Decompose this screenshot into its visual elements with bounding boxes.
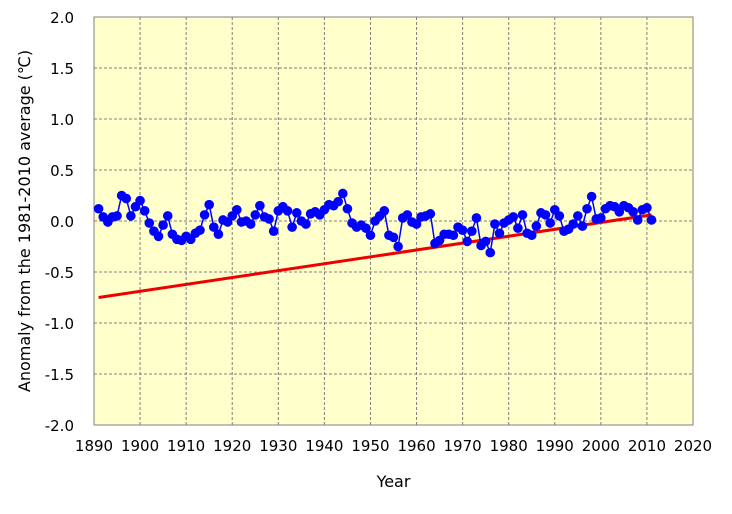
data-point [393,241,403,252]
data-point [642,202,652,213]
data-point [255,200,265,211]
data-point [282,206,293,216]
data-point [531,221,542,231]
y-axis-ticks: -2.0 -1.5 -1.0 -0.5 0.0 0.5 1.0 1.5 2.0 [45,9,74,435]
data-point [471,213,482,223]
data-point [135,195,145,206]
data-point [573,211,583,221]
data-point [402,210,413,220]
x-tick-label: 1920 [213,437,251,455]
data-point [268,226,279,236]
data-point [632,215,643,225]
x-tick-label: 1940 [305,437,343,455]
data-point [540,210,551,220]
data-point [93,203,104,214]
data-point [411,219,422,229]
data-point [379,206,390,216]
data-point [577,221,588,231]
y-tick-label: 0.5 [50,162,74,180]
x-tick-label: 1990 [536,437,574,455]
data-point [245,219,256,229]
data-point [139,206,150,216]
x-axis-label: Year [376,472,411,491]
data-point [596,213,606,223]
data-point [568,219,578,229]
data-point [162,211,173,221]
y-tick-label: 1.5 [50,60,74,78]
trend-series [98,213,652,299]
y-tick-label: -1.5 [45,366,74,384]
data-point [517,210,528,220]
data-point [485,247,496,258]
anomaly-series [93,188,657,258]
x-tick-label: 1910 [167,437,205,455]
data-point [144,218,155,228]
data-point [126,211,136,221]
data-point [365,230,376,241]
data-point [287,222,297,232]
y-tick-label: -0.5 [45,264,74,282]
data-point [494,228,505,239]
data-point [457,225,468,235]
data-point [462,236,473,247]
data-point [490,219,500,229]
y-tick-label: -2.0 [45,417,74,435]
data-point [232,204,242,215]
data-point [250,210,261,220]
plot-frame [93,16,694,426]
data-point [448,230,459,241]
data-point [213,229,224,240]
x-tick-label: 1900 [121,437,159,455]
trend-line [98,213,652,299]
data-point [121,193,132,204]
x-tick-label: 1930 [259,437,297,455]
data-point [199,210,210,220]
data-point [153,231,164,242]
data-point [545,218,555,228]
data-point [204,199,214,210]
data-point [467,226,477,236]
data-point [554,211,565,221]
data-point [301,219,311,229]
data-point [513,223,523,233]
x-tick-label: 1980 [490,437,528,455]
data-point [338,188,348,199]
x-tick-label: 1960 [397,437,435,455]
data-point [342,203,353,214]
x-tick-label: 1890 [75,437,113,455]
x-tick-label: 2020 [674,437,712,455]
data-point [480,236,491,247]
data-point [388,232,399,243]
x-tick-label: 2000 [582,437,620,455]
y-tick-label: 2.0 [50,9,74,27]
x-tick-label: 1970 [444,437,482,455]
x-tick-label: 1950 [351,437,389,455]
x-axis-ticks: 1890 1900 1910 1920 1930 1940 1950 1960 1970 1980… [75,437,712,455]
y-tick-label: 1.0 [50,111,74,129]
data-point [508,212,519,222]
data-point [526,230,537,241]
data-point [361,223,371,233]
data-point [628,207,638,217]
y-axis-label: Anomaly from the 1981-2010 average (℃) [15,50,34,392]
data-point [425,209,436,219]
y-tick-label: 0.0 [50,213,74,231]
data-point [112,211,122,221]
data-point [646,215,657,225]
data-point [582,203,592,214]
data-point [264,214,274,224]
y-tick-label: -1.0 [45,315,74,333]
data-point [195,225,205,235]
data-point [291,208,302,218]
data-point [209,222,219,232]
data-point [333,196,344,207]
data-point [586,191,597,202]
data-point [158,220,168,230]
x-tick-label: 2010 [628,437,666,455]
